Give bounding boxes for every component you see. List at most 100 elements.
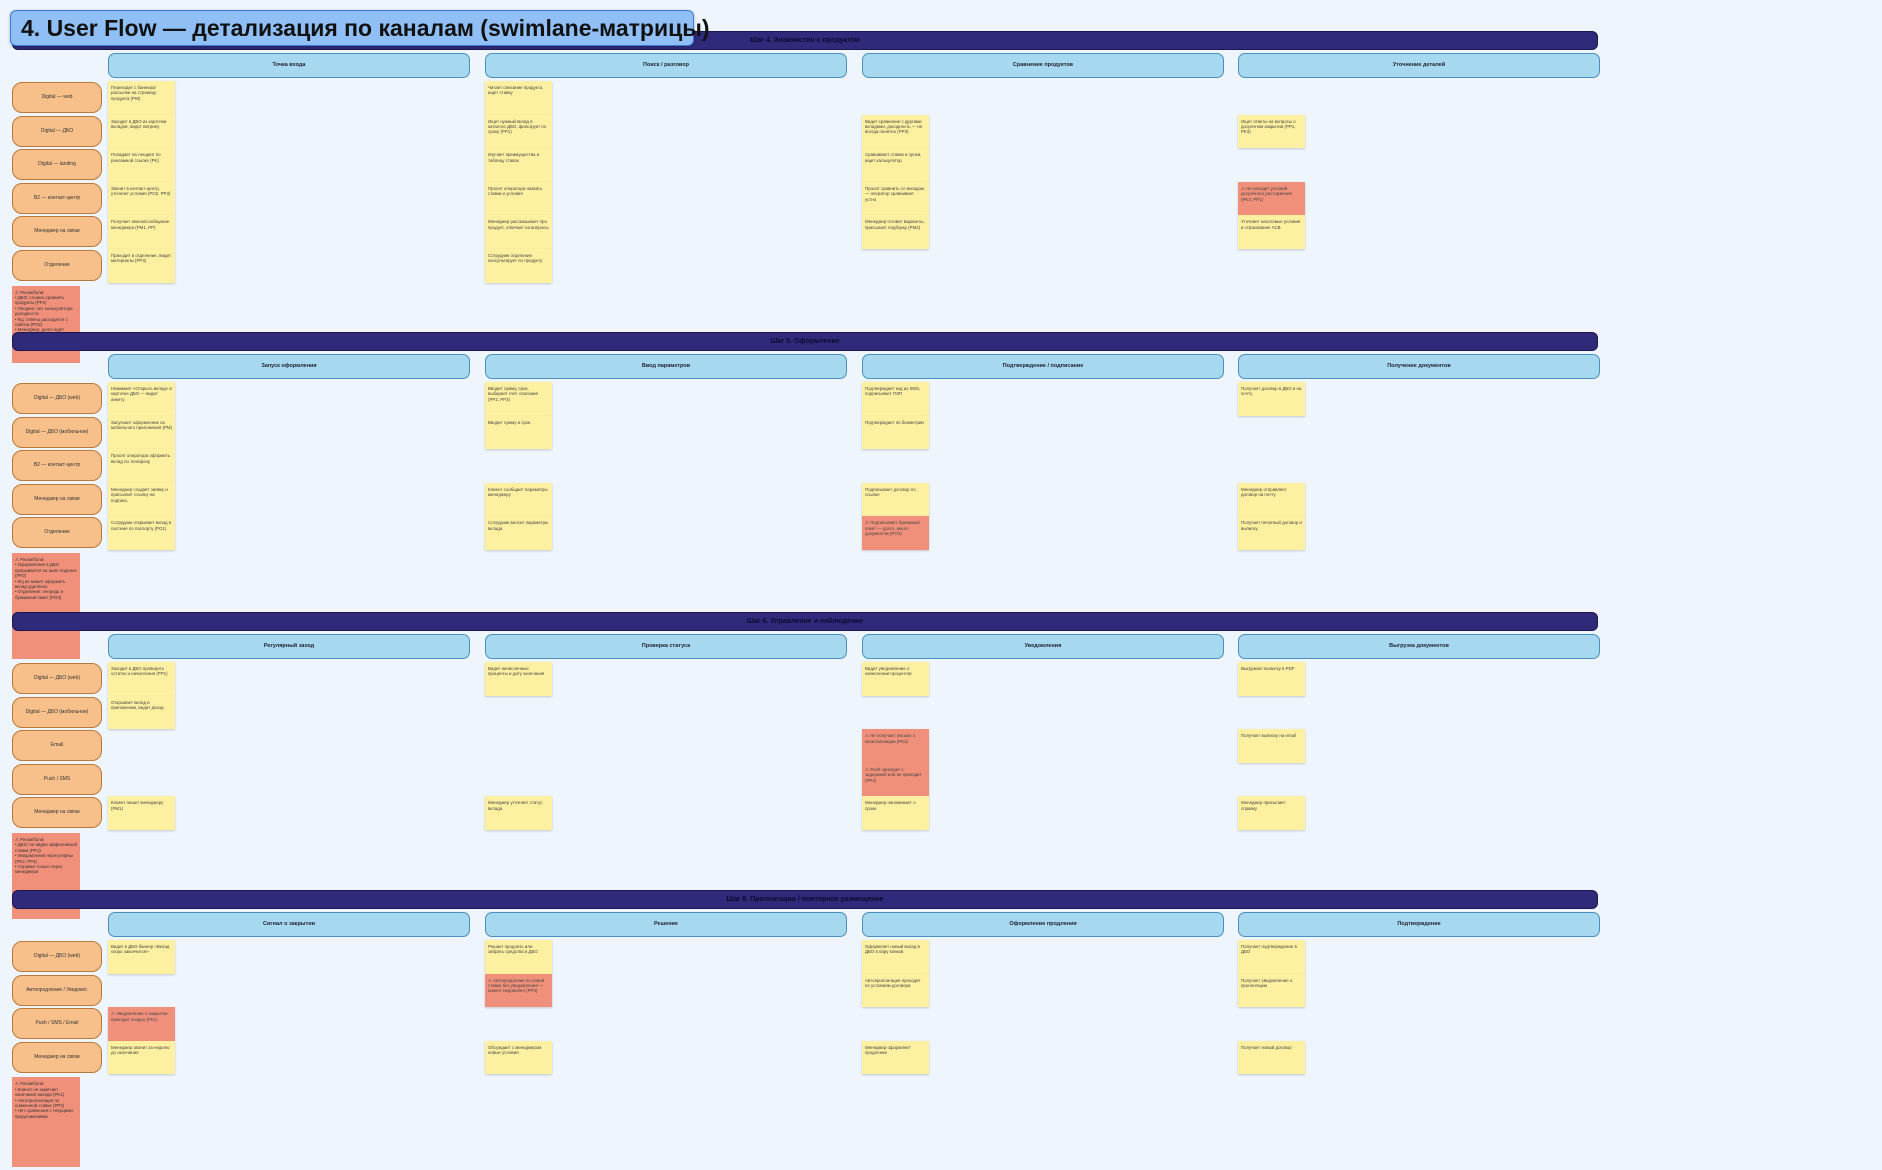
column-header: Запуск оформления (108, 354, 470, 379)
risk-note: ⚠ Риски/боли: • Клиент не замечает оконч… (12, 1077, 80, 1168)
sticky-note: Видит в ДБО баннер «Вклад скоро закончит… (108, 940, 175, 974)
risk-note: ⚠ Риски/боли: • Оформление в ДБО прерыва… (12, 553, 80, 659)
sticky-note: Получает договор в ДБО и на почту (1238, 382, 1305, 416)
sticky-note: Читает описание продукта, ищет ставку (485, 81, 552, 115)
sticky-note: Просит оператора назвать ставки и услови… (485, 181, 552, 216)
channel-label: Digital — ДБО (web) (12, 383, 102, 414)
column-header: Проверка статуса (485, 634, 847, 659)
sticky-note: Открывает вклад в приложении, видит дохо… (108, 695, 175, 730)
channel-label: Менеджер на связи (12, 483, 102, 515)
sticky-note: Заходит в ДБО проверить остаток и начисл… (108, 662, 175, 696)
channel-label: Email (12, 730, 102, 762)
sticky-note: Заходит в ДБО из карточки вкладов, видит… (108, 114, 175, 149)
column-header: Поиск / разговор (485, 53, 847, 78)
sticky-note: Менеджер звонит за неделю до окончания (108, 1040, 175, 1075)
column-header: Уведомления (862, 634, 1224, 659)
channel-label: Отделение (12, 517, 102, 549)
sticky-note: Решает продлить или забрать средства в Д… (485, 940, 552, 974)
sticky-note: Менеджер отправляет договор на почту (1238, 482, 1305, 517)
sticky-note: Приходит в отделение, видит материалы (P… (108, 249, 175, 283)
sticky-note: Уточняет налоговые условия и страхование… (1238, 215, 1305, 249)
sticky-note: Обсуждает с менеджером новые условия (485, 1040, 552, 1075)
channel-label: Digital — ДБО (web) (12, 941, 102, 972)
channel-label: Digital — ДБО (12, 115, 102, 147)
sticky-note: Видит сравнение с другими вкладами, дохо… (862, 114, 929, 149)
column-header: Решение (485, 912, 847, 937)
channel-label: Digital — landing (12, 149, 102, 181)
section-bar: Шаг 5. Оформление (12, 332, 1598, 351)
sticky-note: Попадает на лендинг по рекламной ссылке … (108, 148, 175, 182)
sticky-note: Менеджер уточняет статус вклада (485, 796, 552, 830)
channel-label: Digital — ДБО (мобильное) (12, 696, 102, 728)
page-title: 4. User Flow — детализация по каналам (s… (10, 10, 710, 46)
sticky-note: Просит сравнить со вкладом — оператор ср… (862, 181, 929, 216)
sticky-note: Подписывает договор по ссылке (862, 482, 929, 517)
column-header: Уточнение деталей (1238, 53, 1600, 78)
sticky-note: Подтверждает по биометрии (862, 415, 929, 450)
channel-label: В2 — контакт-центр (12, 182, 102, 214)
channel-label: Digital — ДБО (мобильное) (12, 416, 102, 448)
sticky-note: Подтверждает код из SMS, подписывает ПЭП (862, 382, 929, 416)
risk-note: ⚠ Риски/боли: • ДБО: сложно сравнить про… (12, 285, 80, 363)
sticky-note: Менеджер оформляет продление (862, 1040, 929, 1075)
sticky-note: Сравнивает ставки и сроки, ищет калькуля… (862, 148, 929, 182)
column-header: Сравнение продуктов (862, 53, 1224, 78)
channel-label: Автопродление / Уведомл. (12, 974, 102, 1006)
column-header: Регулярный заход (108, 634, 470, 659)
sticky-note: Видит начисленные проценты и дату оконча… (485, 662, 552, 696)
sticky-note: Менеджер создаёт заявку и присылает ссыл… (108, 482, 175, 517)
sticky-note: ⚠ Push приходит с задержкой или не прихо… (862, 762, 929, 797)
sticky-note: Переходит с баннера/рассылки на страницу… (108, 81, 175, 115)
channel-label: Менеджер на связи (12, 797, 102, 829)
channel-label: Менеджер на связи (12, 1041, 102, 1073)
column-header: Получение документов (1238, 354, 1600, 379)
sticky-note: Получает уведомление о пролонгации (1238, 973, 1305, 1008)
sticky-note: Менеджер напоминает о сроке (862, 796, 929, 830)
sticky-note: Изучает преимущества и таблицу ставок (485, 148, 552, 182)
column-header: Ввод параметров (485, 354, 847, 379)
channel-label: Digital — ДБО (web) (12, 663, 102, 694)
sticky-note: Получает новый договор (1238, 1040, 1305, 1075)
sticky-note: Получает подтверждение в ДБО (1238, 940, 1305, 974)
column-header: Точка входа (108, 53, 470, 78)
sticky-note: Менеджер готовит варианты, присылает под… (862, 215, 929, 249)
sticky-note: Оформляет новый вклад в ДБО в пару клико… (862, 940, 929, 974)
column-header: Подтверждение / подписание (862, 354, 1224, 379)
channel-label: Отделение (12, 250, 102, 281)
sticky-note: Сотрудник отделения консультирует по про… (485, 249, 552, 283)
sticky-note: Автопролонгация проходит по условиям дог… (862, 973, 929, 1008)
sticky-note: Получает звонок/сообщение менеджера (PM1… (108, 215, 175, 249)
channel-label: Менеджер на связи (12, 216, 102, 248)
sticky-note: Видит уведомление о начислении процентов (862, 662, 929, 696)
sticky-note: Менеджер рассказывает про продукт, отвеч… (485, 215, 552, 249)
sticky-note: ⚠ Не находит условий досрочного расторже… (1238, 181, 1305, 216)
sticky-note: Выгружает выписку в PDF (1238, 662, 1305, 696)
sticky-note: Получает печатный договор и выписку (1238, 516, 1305, 550)
channel-label: Push / SMS / Email (12, 1008, 102, 1040)
column-header: Подтверждение (1238, 912, 1600, 937)
sticky-note: Менеджер присылает справку (1238, 796, 1305, 830)
sticky-note: Клиент пишет менеджеру (PM1) (108, 796, 175, 830)
sticky-note: ⚠ Уведомление о закрытии приходит поздно… (108, 1007, 175, 1041)
sticky-note: Вводит сумму и срок (485, 415, 552, 450)
sticky-note: Звонит в контакт-центр, уточняет условия… (108, 181, 175, 216)
sticky-note: Получает выписку на email (1238, 729, 1305, 763)
channel-label: Digital — web (12, 82, 102, 113)
sticky-note: Сотрудник открывает вклад в системе по п… (108, 516, 175, 550)
channel-label: Push / SMS (12, 763, 102, 795)
sticky-note: Ищет нужный вклад в каталоге ДБО, фильтр… (485, 114, 552, 149)
column-header: Выгрузка документов (1238, 634, 1600, 659)
section-bar: Шаг 6. Управление и наблюдение (12, 612, 1598, 631)
sticky-note: Запускает оформление из мобильного прило… (108, 415, 175, 450)
sticky-note: Просит оператора оформить вклад по телеф… (108, 449, 175, 483)
sticky-note: ⚠ Подписывает бумажный пакет — долго, мн… (862, 516, 929, 550)
section-bar: Шаг 8. Пролонгация / повторное размещени… (12, 890, 1598, 909)
sticky-note: ⚠ Автопродление по новой ставке без увед… (485, 973, 552, 1008)
sticky-note: ⚠ Не получает письмо о капитализации (PK… (862, 729, 929, 763)
column-header: Оформление продления (862, 912, 1224, 937)
sticky-note: Сотрудник вносит параметры вклада (485, 516, 552, 550)
sticky-note: Ищет ответы на вопросы о досрочном закры… (1238, 114, 1305, 149)
channel-label: В2 — контакт-центр (12, 450, 102, 482)
sticky-note: Вводит сумму, срок, выбирает счёт списан… (485, 382, 552, 416)
